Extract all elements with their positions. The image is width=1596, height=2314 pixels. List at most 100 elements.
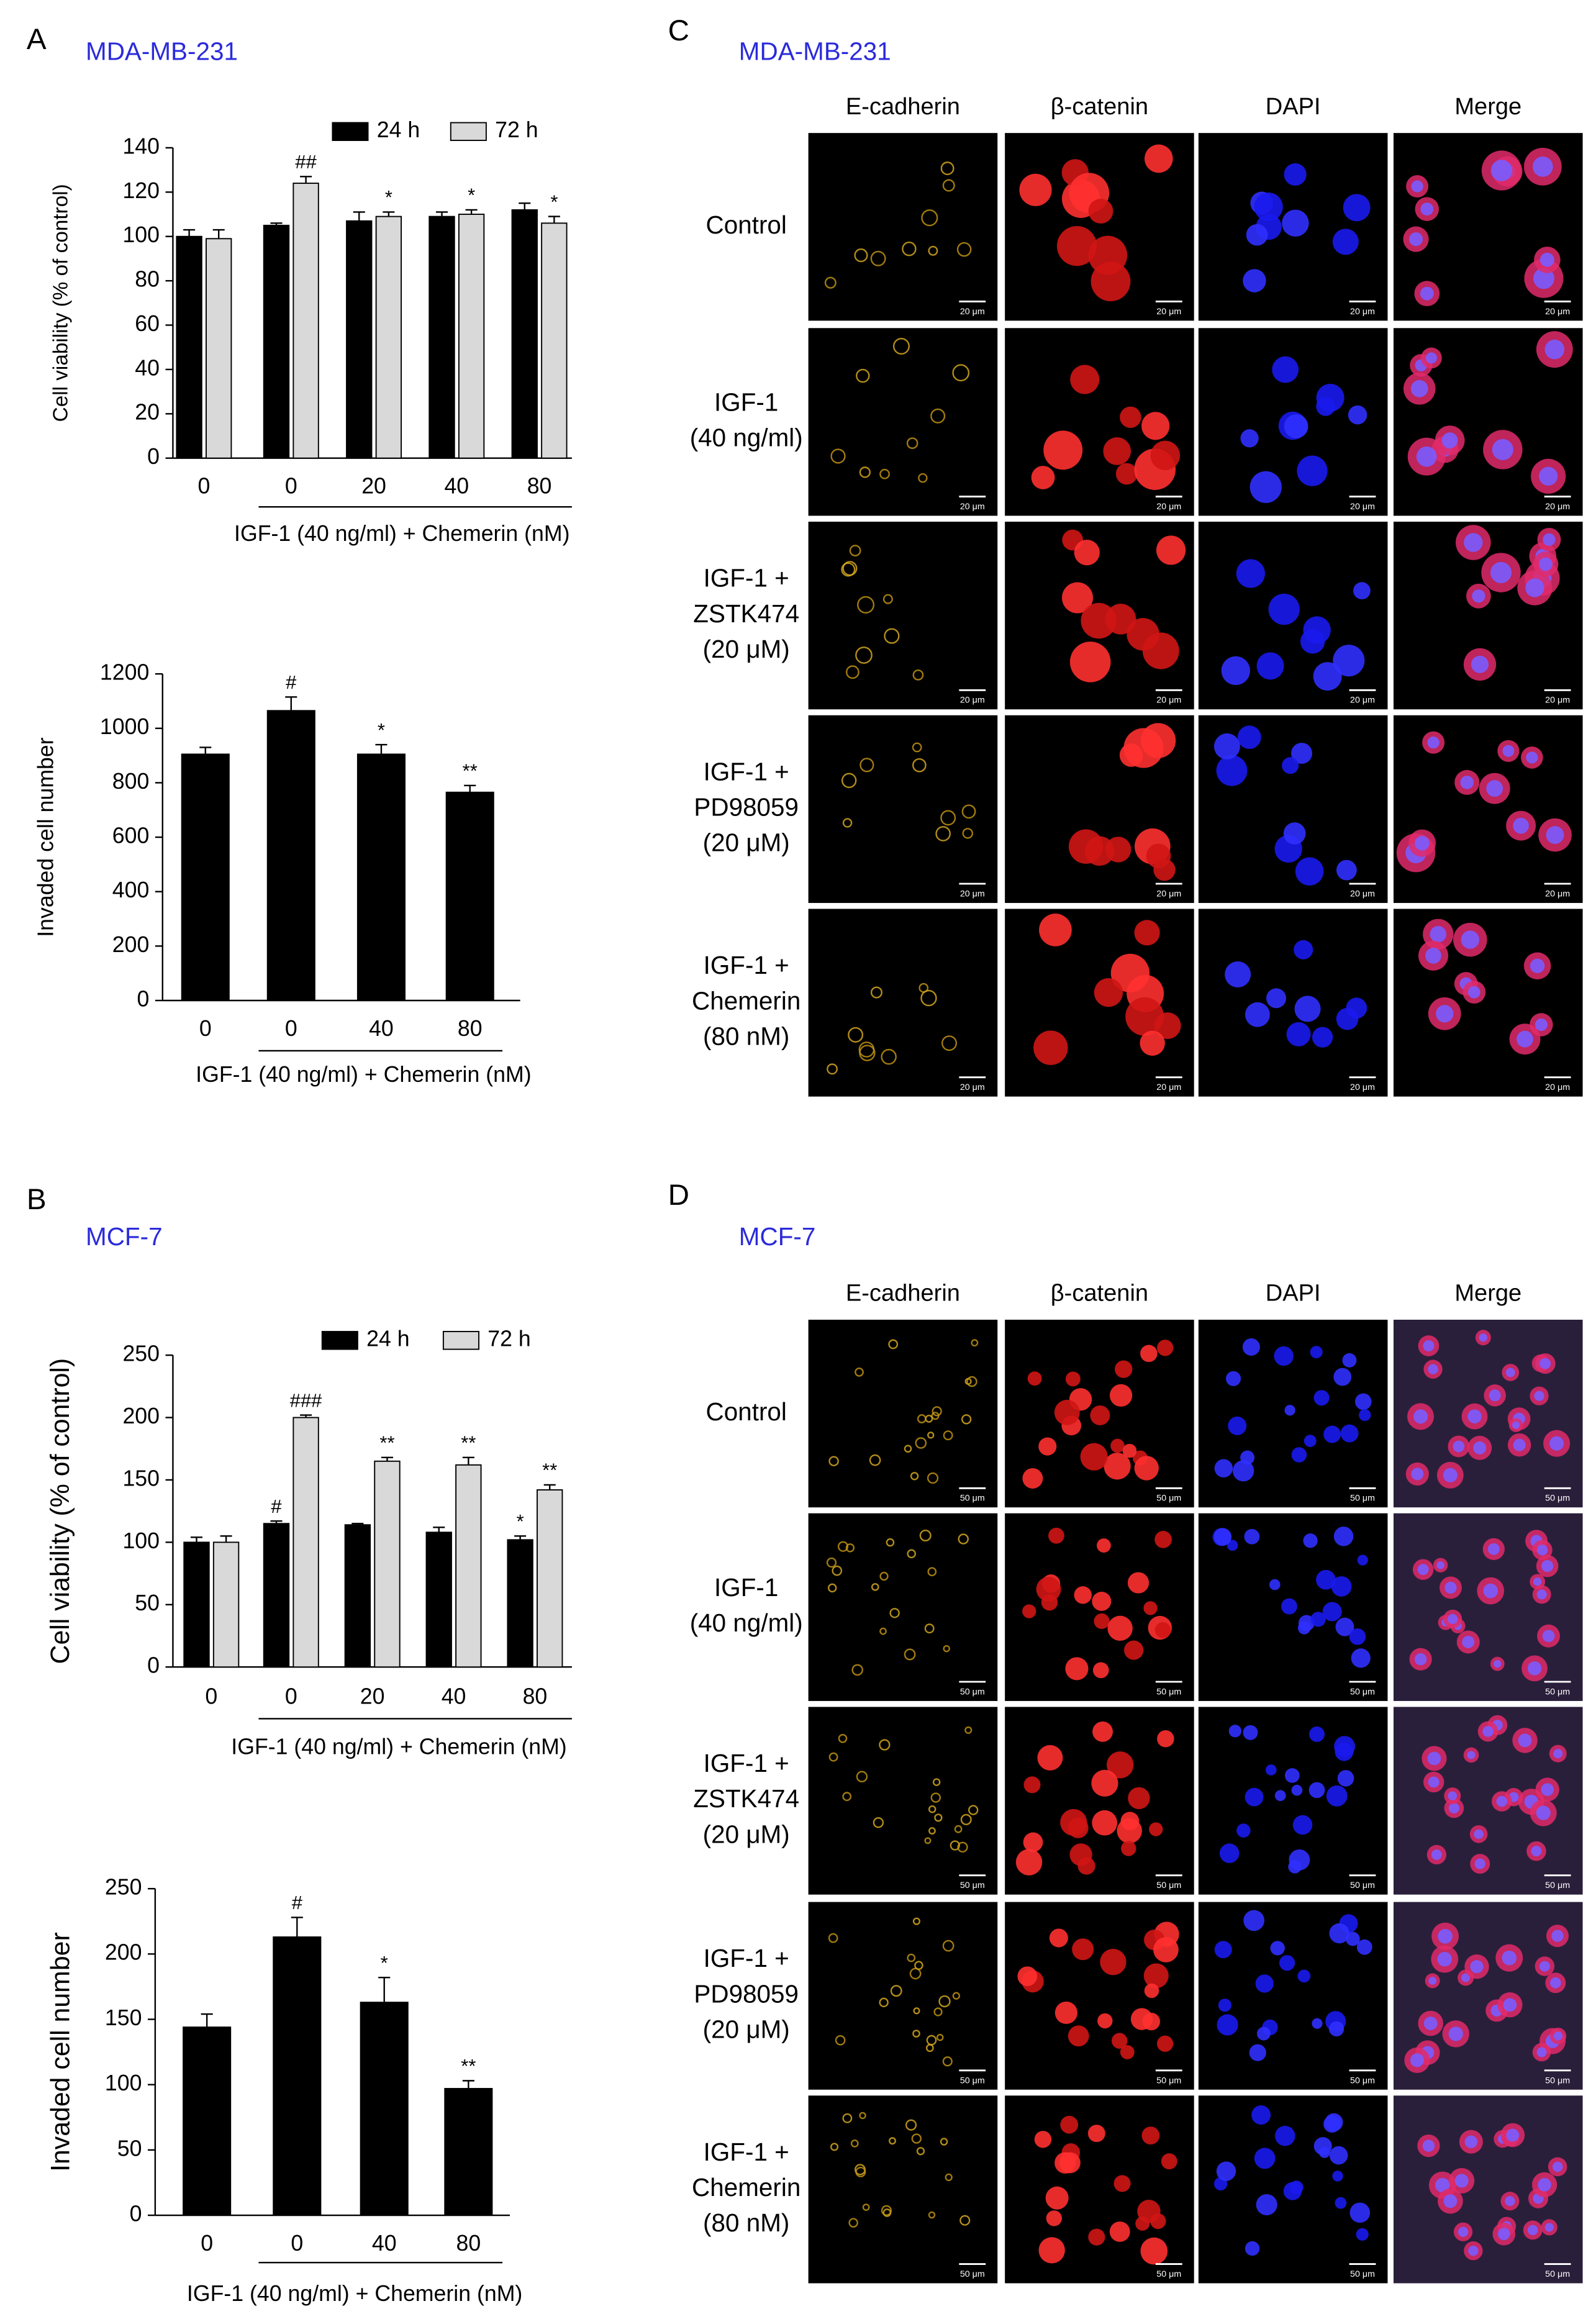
- cell-stain: [1112, 2033, 1128, 2049]
- row-label: (20 μM): [703, 1820, 790, 1848]
- bar: [455, 1464, 482, 1668]
- cell-stain: [827, 1583, 837, 1593]
- cell-stain: [1023, 1832, 1043, 1853]
- cell-stain: [1349, 1628, 1366, 1645]
- x-tick-label: 80: [458, 1016, 483, 1041]
- legend-label: 72 h: [495, 117, 538, 142]
- cell-stain: [960, 1813, 972, 1825]
- error-bar: [381, 1456, 393, 1461]
- cell-stain: [1470, 1960, 1484, 1974]
- cell-stain: [1428, 1976, 1437, 1985]
- cell-stain: [1413, 1409, 1428, 1424]
- cell-stain: [1453, 1440, 1465, 1453]
- cell-stain: [1471, 655, 1489, 673]
- cell-stain: [1214, 1941, 1232, 1959]
- cell-stain: [871, 1583, 879, 1591]
- cell-stain: [1536, 1805, 1551, 1820]
- cell-stain: [1310, 1612, 1326, 1627]
- cell-stain: [1328, 2021, 1344, 2037]
- cell-stain: [842, 1792, 852, 1802]
- cell-stain: [1356, 1939, 1372, 1955]
- cell-stain: [1325, 2113, 1343, 2131]
- y-tick-label: 0: [137, 986, 149, 1011]
- cell-stain: [1240, 429, 1259, 448]
- cell-stain: [1094, 1613, 1110, 1630]
- cell-stain: [904, 1445, 912, 1453]
- cell-stain: [1316, 1569, 1336, 1590]
- x-tick-label: 0: [201, 2231, 213, 2256]
- bar: [444, 2088, 493, 2216]
- error-bar: [212, 229, 225, 239]
- row-label: IGF-1 +: [704, 1944, 789, 1972]
- error-bar: [375, 743, 388, 755]
- y-tick-label: 60: [135, 311, 160, 336]
- cell-stain: [1283, 822, 1306, 845]
- scale-bar-label: 20 μm: [1545, 696, 1570, 706]
- row-label: PD98059: [694, 793, 799, 822]
- scale-bar-label: 20 μm: [1156, 1082, 1181, 1092]
- micrograph: [808, 1707, 998, 1895]
- bar: [360, 2002, 409, 2216]
- y-tick-label: 200: [105, 1940, 142, 1965]
- cell-stain: [952, 1992, 961, 2000]
- cell-stain: [1423, 1340, 1435, 1352]
- panel-subtitle: MDA-MB-231: [739, 37, 891, 65]
- scale-bar-label: 20 μm: [960, 307, 985, 317]
- cell-stain: [1467, 1409, 1482, 1423]
- cell-stain: [1254, 2148, 1276, 2169]
- cell-stain: [961, 1414, 972, 1425]
- cell-stain: [848, 1027, 864, 1043]
- cell-stain: [1430, 925, 1447, 943]
- cell-stain: [1149, 1822, 1163, 1836]
- cell-stain: [1356, 2228, 1369, 2241]
- cell-stain: [1115, 463, 1138, 485]
- x-tick-label: 0: [199, 1016, 212, 1041]
- column-header: β-catenin: [1051, 94, 1148, 120]
- y-tick-label: 50: [117, 2136, 142, 2161]
- cell-stain: [830, 2143, 839, 2151]
- cell-stain: [1448, 1802, 1459, 1813]
- cell-stain: [1091, 1769, 1118, 1797]
- cell-stain: [1354, 1393, 1372, 1410]
- cell-stain: [1142, 2012, 1161, 2031]
- cell-stain: [1353, 582, 1371, 600]
- cell-stain: [1236, 559, 1265, 588]
- cell-stain: [850, 2139, 859, 2148]
- y-tick-label: 200: [122, 1404, 160, 1428]
- scale-bar-label: 50 μm: [1156, 1881, 1181, 1890]
- y-tick-label: 150: [105, 2005, 142, 2030]
- cell-stain: [1251, 2105, 1271, 2125]
- cell-stain: [879, 1627, 887, 1635]
- cell-stain: [918, 473, 928, 483]
- cell-stain: [1144, 1983, 1159, 1999]
- cell-stain: [1081, 602, 1117, 639]
- cell-stain: [1228, 1416, 1247, 1435]
- y-tick-label: 600: [112, 823, 150, 848]
- cell-stain: [1069, 642, 1111, 683]
- cell-stain: [1140, 2237, 1168, 2265]
- row-label: IGF-1 +: [704, 564, 789, 592]
- cell-stain: [1054, 1399, 1080, 1425]
- cell-stain: [828, 1456, 839, 1466]
- cell-stain: [1033, 1030, 1068, 1065]
- cell-stain: [1039, 914, 1072, 946]
- cell-stain: [859, 1045, 876, 1061]
- cell-stain: [936, 2033, 944, 2041]
- cell-stain: [1309, 1726, 1325, 1742]
- cell-stain: [1461, 1973, 1471, 1982]
- cell-stain: [1270, 1941, 1285, 1956]
- cell-stain: [1275, 2126, 1295, 2146]
- cell-stain: [1304, 1435, 1317, 1448]
- cell-stain: [1213, 1528, 1232, 1546]
- cell-stain: [1513, 817, 1529, 834]
- cell-stain: [1536, 1545, 1548, 1556]
- scale-bar-label: 50 μm: [1350, 2076, 1375, 2085]
- cell-stain: [841, 562, 856, 577]
- cell-stain: [1027, 1371, 1042, 1386]
- cell-stain: [1336, 1007, 1359, 1030]
- cell-stain: [1333, 1527, 1354, 1546]
- cell-stain: [1422, 2139, 1435, 2152]
- cell-stain: [1462, 1635, 1475, 1648]
- cell-stain: [928, 1827, 936, 1835]
